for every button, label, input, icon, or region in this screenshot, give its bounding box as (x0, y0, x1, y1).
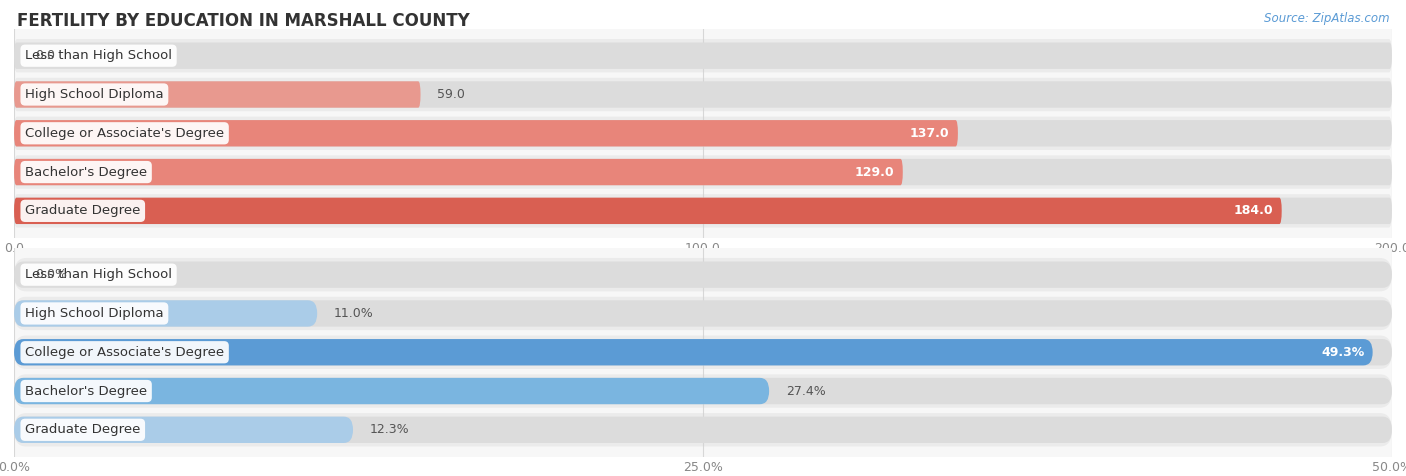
FancyBboxPatch shape (14, 81, 1392, 108)
Text: Less than High School: Less than High School (25, 268, 172, 281)
FancyBboxPatch shape (14, 155, 1392, 189)
FancyBboxPatch shape (14, 300, 1392, 327)
Text: FERTILITY BY EDUCATION IN MARSHALL COUNTY: FERTILITY BY EDUCATION IN MARSHALL COUNT… (17, 12, 470, 30)
Text: High School Diploma: High School Diploma (25, 88, 163, 101)
FancyBboxPatch shape (14, 117, 1392, 150)
Text: Bachelor's Degree: Bachelor's Degree (25, 385, 148, 397)
FancyBboxPatch shape (14, 78, 1392, 111)
FancyBboxPatch shape (14, 378, 1392, 404)
FancyBboxPatch shape (14, 416, 1392, 443)
Text: 59.0: 59.0 (437, 88, 465, 101)
FancyBboxPatch shape (14, 300, 318, 327)
Text: 129.0: 129.0 (855, 166, 894, 178)
Text: 27.4%: 27.4% (786, 385, 825, 397)
Text: Bachelor's Degree: Bachelor's Degree (25, 166, 148, 178)
FancyBboxPatch shape (14, 120, 957, 147)
Text: Graduate Degree: Graduate Degree (25, 204, 141, 218)
FancyBboxPatch shape (14, 378, 769, 404)
FancyBboxPatch shape (14, 416, 353, 443)
FancyBboxPatch shape (14, 336, 1392, 369)
FancyBboxPatch shape (14, 159, 903, 185)
FancyBboxPatch shape (14, 39, 1392, 72)
FancyBboxPatch shape (14, 258, 1392, 291)
FancyBboxPatch shape (14, 120, 1392, 147)
Text: Less than High School: Less than High School (25, 49, 172, 62)
Text: College or Associate's Degree: College or Associate's Degree (25, 346, 224, 359)
FancyBboxPatch shape (14, 42, 1392, 69)
FancyBboxPatch shape (14, 374, 1392, 408)
FancyBboxPatch shape (14, 194, 1392, 228)
Text: 49.3%: 49.3% (1322, 346, 1364, 359)
FancyBboxPatch shape (14, 81, 420, 108)
Text: 11.0%: 11.0% (333, 307, 374, 320)
FancyBboxPatch shape (14, 339, 1392, 366)
FancyBboxPatch shape (14, 198, 1282, 224)
FancyBboxPatch shape (14, 261, 1392, 288)
Text: 12.3%: 12.3% (370, 423, 409, 436)
Text: 0.0: 0.0 (35, 49, 55, 62)
Text: 0.0%: 0.0% (35, 268, 66, 281)
FancyBboxPatch shape (14, 339, 1372, 366)
FancyBboxPatch shape (14, 297, 1392, 330)
FancyBboxPatch shape (14, 413, 1392, 446)
Text: High School Diploma: High School Diploma (25, 307, 163, 320)
Text: 184.0: 184.0 (1234, 204, 1274, 218)
Text: College or Associate's Degree: College or Associate's Degree (25, 127, 224, 140)
Text: 137.0: 137.0 (910, 127, 949, 140)
FancyBboxPatch shape (14, 159, 1392, 185)
FancyBboxPatch shape (14, 198, 1392, 224)
Text: Graduate Degree: Graduate Degree (25, 423, 141, 436)
Text: Source: ZipAtlas.com: Source: ZipAtlas.com (1264, 12, 1389, 25)
